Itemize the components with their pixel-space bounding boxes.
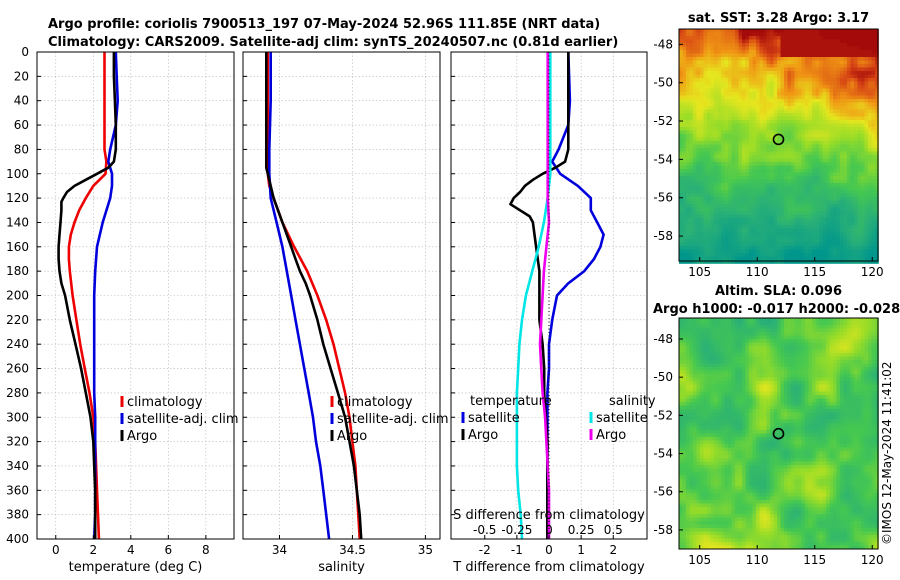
x-tick-label: 6	[165, 543, 173, 557]
s-tick-label: 0.5	[604, 523, 623, 537]
legend-heading-temperature: temperature	[470, 394, 552, 409]
y-tick-label: 300	[6, 410, 29, 424]
y-tick-label: -54	[653, 152, 673, 166]
y-tick-label: 280	[6, 386, 29, 400]
s-tick-label: 0.25	[568, 523, 595, 537]
y-tick-label: -58	[653, 523, 673, 537]
argo-position-marker	[772, 427, 785, 440]
x-tick-label: 115	[803, 265, 826, 279]
x-tick-label: -2	[479, 543, 491, 557]
y-tick-label: -56	[653, 191, 673, 205]
x-tick-label: 34	[272, 543, 287, 557]
legend-label: Argo	[596, 428, 626, 443]
y-tick-label: 140	[6, 215, 29, 229]
difference-panel: -2 -1 0 1 2 T difference from climatology S di…	[450, 51, 656, 575]
legend-label: satellite-adj. clim	[337, 412, 449, 427]
x-tick-label: 0	[545, 543, 553, 557]
y-tick-label: -50	[653, 370, 673, 384]
x-tick-label: 105	[688, 553, 711, 567]
y-tick-label: 380	[6, 508, 29, 522]
y-tick-label: 100	[6, 167, 29, 181]
y-tick-label: 200	[6, 289, 29, 303]
y-tick-label: 400	[6, 532, 29, 546]
series-argo	[57, 52, 118, 539]
x-tick-label: 105	[688, 265, 711, 279]
legend-label: Argo	[468, 428, 498, 443]
y-tick-label: 160	[6, 240, 29, 254]
y-tick-label: -50	[653, 76, 673, 90]
x-tick-label: 1	[577, 543, 585, 557]
x-axis-label: temperature (deg C)	[69, 560, 203, 575]
header-line-2: Climatology: CARS2009. Satellite-adj cli…	[48, 35, 618, 50]
x-tick-label: 0	[52, 543, 60, 557]
map-title: sat. SST: 3.28 Argo: 3.17	[688, 11, 869, 26]
series-salinity-argo	[538, 52, 551, 539]
y-tick-label: 60	[14, 118, 29, 132]
series-argo	[264, 52, 363, 540]
salinity-panel: 34 34.5 35 salinity climatology satellite-adj…	[242, 51, 449, 575]
header-line-1: Argo profile: coriolis 7900513_197 07-Ma…	[48, 17, 600, 32]
x-tick-label: 34.5	[339, 543, 366, 557]
legend-label: climatology	[337, 395, 413, 410]
map-frame	[678, 28, 879, 262]
map-frame	[678, 317, 879, 550]
x-tick-label: 120	[861, 265, 884, 279]
y-tick-label: -58	[653, 229, 673, 243]
legend-label: satellite	[468, 411, 520, 426]
y-tick-label: 0	[21, 45, 29, 59]
series-satellite-adj-clim	[267, 52, 331, 540]
x-tick-label: 115	[803, 553, 826, 567]
x-tick-label: 4	[127, 543, 135, 557]
series-salinity-satellite	[515, 52, 552, 540]
y-tick-label: 240	[6, 337, 29, 351]
map-field	[679, 29, 879, 264]
x-axis-label: T difference from climatology	[452, 560, 645, 575]
legend-label: satellite	[596, 411, 648, 426]
s-difference-label: S difference from climatology	[453, 508, 645, 523]
s-tick-label: -0.5	[473, 523, 496, 537]
imos-watermark: ©IMOS 12-May-2024 11:41:02	[880, 361, 894, 545]
x-axis-label: salinity	[318, 560, 365, 575]
argo-position-marker	[772, 133, 785, 146]
y-tick-label: -54	[653, 447, 673, 461]
y-tick-label: 120	[6, 191, 29, 205]
x-tick-label: 110	[746, 265, 769, 279]
series-satellite-adj-clim	[92, 51, 119, 540]
sst-map-panel: 105 110 115 120 -48 -50 -52 -54 -56 -58 sat. SST: …	[653, 11, 883, 279]
x-tick-label: 2	[609, 543, 617, 557]
legend-label: climatology	[127, 395, 203, 410]
x-tick-label: 8	[202, 543, 210, 557]
x-tick-label: 2	[89, 543, 97, 557]
x-tick-label: 120	[861, 553, 884, 567]
y-tick-label: -48	[653, 332, 673, 346]
map-field	[679, 318, 879, 550]
s-tick-label: 0	[545, 523, 553, 537]
y-tick-label: 260	[6, 362, 29, 376]
map-subtitle: Argo h1000: -0.017 h2000: -0.028	[653, 302, 900, 317]
y-tick-label: 320	[6, 435, 29, 449]
map-title: Altim. SLA: 0.096	[715, 284, 842, 299]
s-tick-label: -0.25	[501, 523, 532, 537]
y-tick-label: 20	[14, 69, 29, 83]
x-tick-label: -1	[511, 543, 523, 557]
legend-label: Argo	[127, 429, 157, 444]
y-tick-label: 360	[6, 483, 29, 497]
y-tick-label: -56	[653, 485, 673, 499]
temperature-panel: 0 2 4 6 802040608010012014016018020022024026…	[6, 45, 239, 575]
y-tick-label: 220	[6, 313, 29, 327]
legend-heading-salinity: salinity	[609, 394, 656, 409]
x-tick-label: 35	[418, 543, 433, 557]
legend-label: Argo	[337, 429, 367, 444]
y-tick-label: 80	[14, 142, 29, 156]
legend-label: satellite-adj. clim	[127, 412, 239, 427]
sla-map-panel: 105 110 115 120 -48 -50 -52 -54 -56 -58 Altim. SLA…	[653, 284, 900, 567]
y-tick-label: 340	[6, 459, 29, 473]
x-tick-label: 110	[746, 553, 769, 567]
y-tick-label: -48	[653, 37, 673, 51]
y-tick-label: -52	[653, 408, 673, 422]
y-tick-label: 40	[14, 94, 29, 108]
y-tick-label: 180	[6, 264, 29, 278]
y-tick-label: -52	[653, 114, 673, 128]
